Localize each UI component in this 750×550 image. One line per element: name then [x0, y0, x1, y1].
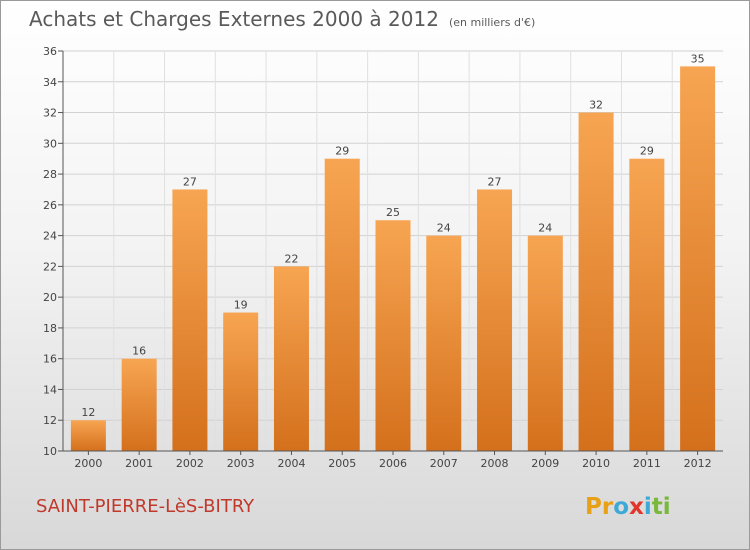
y-tick-label: 28: [43, 168, 57, 181]
data-label: 24: [538, 222, 552, 235]
bar: [324, 158, 360, 451]
bar: [527, 235, 563, 451]
logo-letter: o: [613, 494, 630, 520]
logo-letter: P: [585, 494, 602, 520]
logo-letter: t: [651, 494, 663, 520]
x-tick-label: 2001: [125, 457, 153, 470]
data-label: 29: [335, 145, 349, 158]
bar: [375, 220, 411, 451]
x-tick-label: 2005: [328, 457, 356, 470]
bar: [578, 112, 614, 452]
bars: [70, 66, 716, 452]
bar: [223, 312, 259, 451]
y-tick-label: 12: [43, 414, 57, 427]
data-label: 25: [386, 206, 400, 219]
x-tick-label: 2008: [481, 457, 509, 470]
bar: [680, 66, 716, 451]
x-tick-label: 2007: [430, 457, 458, 470]
unit-note: (en milliers d'€): [448, 16, 536, 29]
x-tick-label: 2000: [74, 457, 102, 470]
x-tick-label: 2010: [582, 457, 610, 470]
logo-letter: i: [643, 494, 652, 520]
proxiti-logo: Proxiti: [585, 494, 671, 520]
y-tick-label: 16: [43, 353, 57, 366]
x-tick-label: 2004: [277, 457, 305, 470]
y-tick-label: 26: [43, 199, 57, 212]
data-label: 27: [183, 175, 197, 188]
logo-letter: i: [662, 494, 671, 520]
bar: [172, 189, 208, 451]
y-tick-label: 30: [43, 137, 57, 150]
axes: 10 12 14 16 18 20 22 24 26 28 30 32 34 36: [43, 45, 723, 458]
bar: [70, 420, 106, 451]
y-tick-label: 34: [43, 76, 57, 89]
x-tick-label: 2012: [684, 457, 712, 470]
data-label: 32: [589, 99, 603, 112]
bar: [426, 235, 462, 451]
x-tick-label: 2011: [633, 457, 661, 470]
y-tick-label: 18: [43, 322, 57, 335]
y-tick-label: 24: [43, 230, 57, 243]
data-label: 22: [284, 252, 298, 265]
data-label: 27: [488, 175, 502, 188]
data-label: 24: [437, 222, 451, 235]
chart-title-text: Achats et Charges Externes 2000 à 2012: [29, 7, 439, 31]
bar: [121, 358, 157, 451]
x-tick-label: 2002: [176, 457, 204, 470]
logo-letter: x: [629, 494, 644, 520]
y-tick-label: 22: [43, 260, 57, 273]
bar: [273, 266, 309, 451]
data-label: 29: [640, 145, 654, 158]
y-tick-label: 36: [43, 45, 57, 58]
x-tick-label: 2006: [379, 457, 407, 470]
data-label: 16: [132, 345, 146, 358]
commune-name: SAINT-PIERRE-LèS-BITRY: [36, 496, 255, 517]
data-label: 35: [691, 52, 705, 65]
x-tick-label: 2003: [227, 457, 255, 470]
x-tick-label: 2009: [531, 457, 559, 470]
chart-title: Achats et Charges Externes 2000 à 2012 (e…: [29, 7, 535, 31]
y-tick-label: 14: [43, 383, 57, 396]
labels: 12 2000 16 2001 27 2002 19 2003 22 2004 29 2005 25 20…: [74, 52, 711, 470]
y-tick-label: 10: [43, 445, 57, 458]
data-label: 19: [234, 299, 248, 312]
logo-letter: r: [601, 494, 614, 520]
y-tick-label: 32: [43, 107, 57, 120]
bar: [477, 189, 513, 451]
bar: [629, 158, 665, 451]
data-label: 12: [81, 406, 95, 419]
y-tick-label: 20: [43, 291, 57, 304]
